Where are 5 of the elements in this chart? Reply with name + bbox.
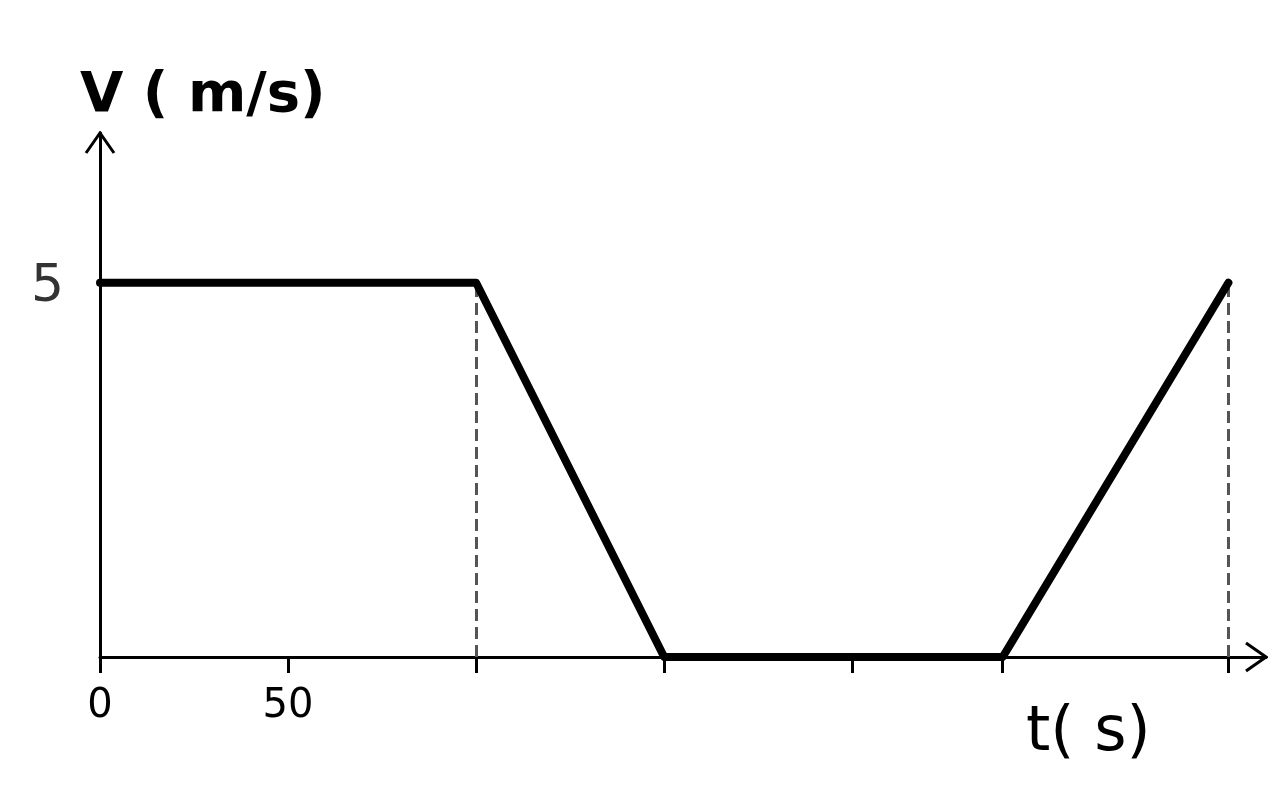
x-tick-label: 0 bbox=[87, 680, 113, 726]
x-axis-title: t( s) bbox=[1026, 691, 1151, 765]
x-tick-label: 50 bbox=[262, 680, 314, 726]
y-axis-title: V ( m/s) bbox=[80, 58, 326, 124]
annotation: 5 bbox=[30, 252, 64, 313]
